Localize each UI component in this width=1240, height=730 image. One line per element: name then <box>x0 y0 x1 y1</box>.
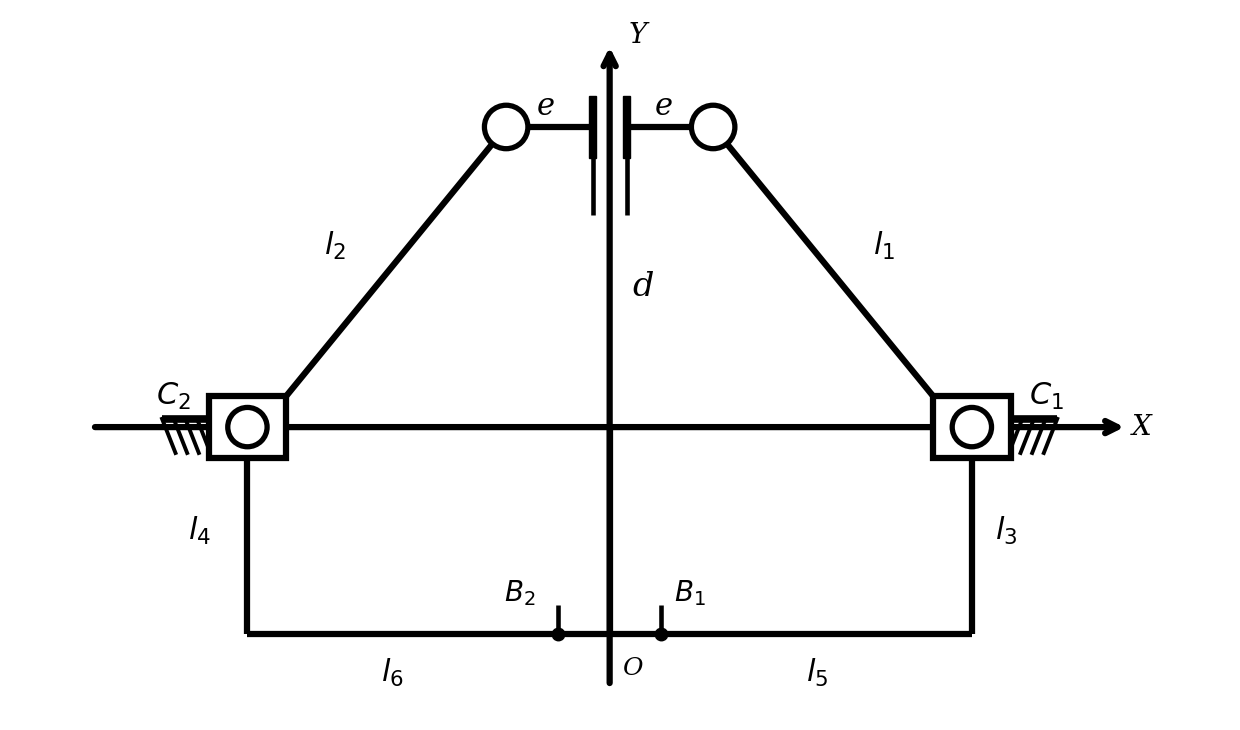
Polygon shape <box>589 96 596 158</box>
Text: Y: Y <box>629 23 646 50</box>
Text: $B_1$: $B_1$ <box>673 578 706 608</box>
Text: $l_5$: $l_5$ <box>806 657 828 689</box>
Circle shape <box>228 407 267 447</box>
Text: $B_2$: $B_2$ <box>503 578 536 608</box>
Text: e: e <box>655 91 672 122</box>
Text: $l_3$: $l_3$ <box>994 515 1017 547</box>
Bar <box>932 396 1011 458</box>
Circle shape <box>952 407 992 447</box>
Text: $l_6$: $l_6$ <box>381 657 404 689</box>
Circle shape <box>485 105 528 149</box>
Text: $l_2$: $l_2$ <box>325 230 346 262</box>
Text: O: O <box>622 657 642 680</box>
Text: $l_1$: $l_1$ <box>873 230 895 262</box>
Text: $l_4$: $l_4$ <box>188 515 211 547</box>
Polygon shape <box>624 96 630 158</box>
Bar <box>208 396 286 458</box>
Text: $C_2$: $C_2$ <box>156 380 191 412</box>
Text: X: X <box>1132 414 1152 441</box>
Circle shape <box>692 105 735 149</box>
Text: e: e <box>537 91 554 122</box>
Text: $C_1$: $C_1$ <box>1029 380 1064 412</box>
Text: d: d <box>632 272 653 304</box>
